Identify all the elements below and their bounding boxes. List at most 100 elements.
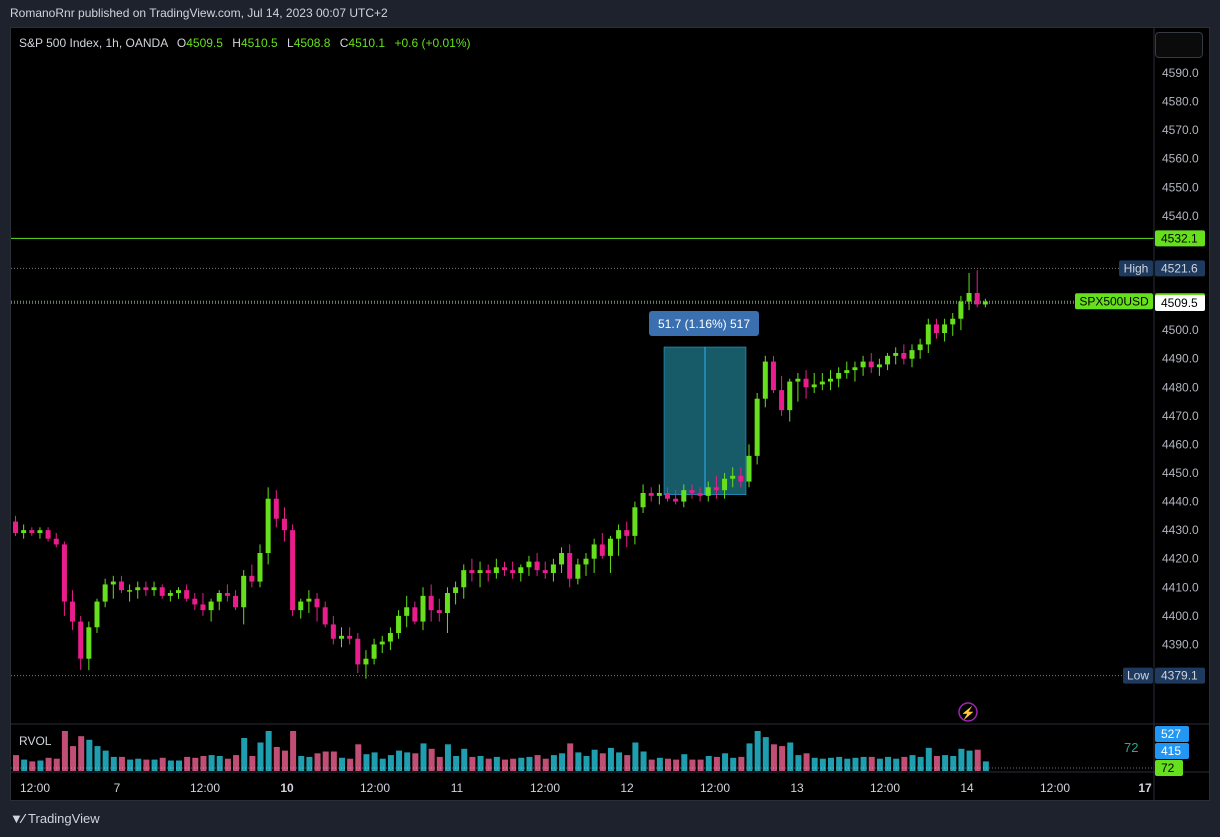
candle[interactable] [118,581,124,591]
candle[interactable] [762,361,768,399]
candle[interactable] [420,595,426,622]
candle[interactable] [159,587,165,596]
candle[interactable] [705,487,711,496]
candle[interactable] [868,361,874,368]
candle[interactable] [730,475,736,479]
candle[interactable] [803,378,809,388]
candle[interactable] [355,638,361,665]
candle[interactable] [534,561,540,571]
candle[interactable] [795,378,801,382]
candle[interactable] [713,487,719,491]
candle[interactable] [616,530,622,539]
candle[interactable] [453,587,459,593]
candle[interactable] [371,644,377,659]
candle[interactable] [322,607,328,625]
candle[interactable] [273,498,279,519]
candle[interactable] [648,493,654,496]
candle[interactable] [428,595,434,611]
candle[interactable] [632,507,638,536]
candle[interactable] [143,587,149,591]
candle[interactable] [127,590,133,592]
candle[interactable] [37,530,43,533]
candle[interactable] [306,598,312,602]
candle[interactable] [224,593,230,596]
lightning-icon[interactable] [958,702,978,722]
candle[interactable] [469,570,475,573]
candle[interactable] [61,544,67,602]
candle[interactable] [347,635,353,639]
candle[interactable] [78,621,84,659]
candle[interactable] [550,564,556,573]
legend-symbol[interactable]: S&P 500 Index, 1h, OANDA [19,36,168,50]
candle[interactable] [901,353,907,359]
candle[interactable] [860,361,866,368]
candle[interactable] [461,570,467,588]
candle[interactable] [29,530,35,533]
candle[interactable] [330,624,336,639]
candle[interactable] [45,530,51,539]
candle[interactable] [70,601,76,622]
candle[interactable] [257,553,263,582]
candle[interactable] [665,493,670,499]
candle[interactable] [290,530,296,611]
candle[interactable] [738,475,744,482]
chart-pane[interactable]: 51.7 (1.16%) 517 4590.0 4580.0 4570.0 4560.… [10,27,1210,801]
candle[interactable] [624,530,630,536]
candle[interactable] [722,478,728,491]
candle[interactable] [885,355,891,365]
candle[interactable] [746,455,752,482]
candle[interactable] [21,530,27,533]
candle[interactable] [958,301,964,319]
candle[interactable] [135,587,141,591]
candle[interactable] [200,604,206,611]
candle[interactable] [102,584,108,602]
candle[interactable] [697,493,703,496]
candle[interactable] [583,558,589,565]
candle[interactable] [216,593,222,602]
candle[interactable] [787,381,793,411]
candle[interactable] [942,324,948,333]
candle[interactable] [770,361,776,391]
candle[interactable] [387,633,393,642]
candle[interactable] [982,301,988,305]
candle[interactable] [184,590,190,599]
candle[interactable] [502,567,507,571]
candle[interactable] [607,538,613,556]
candle[interactable] [836,373,842,379]
candle[interactable] [640,493,646,508]
candle[interactable] [526,561,532,568]
candle[interactable] [575,564,581,579]
candle[interactable] [363,658,369,665]
candle[interactable] [485,570,491,573]
candle[interactable] [966,293,972,302]
candle[interactable] [396,615,402,633]
candle[interactable] [444,593,450,613]
candle[interactable] [436,610,442,613]
candle[interactable] [689,490,695,493]
candle[interactable] [542,570,548,573]
footer-brand[interactable]: TradingView [28,811,100,826]
candle[interactable] [909,350,915,359]
candle[interactable] [876,364,882,368]
candle[interactable] [192,598,198,605]
candle[interactable] [852,367,858,371]
candle[interactable] [176,590,181,593]
candle[interactable] [681,490,687,502]
candle[interactable] [933,324,939,333]
chart-settings-button[interactable] [1155,32,1203,58]
candle[interactable] [339,635,344,639]
candle[interactable] [974,293,980,305]
candle[interactable] [53,538,59,545]
candle[interactable] [379,641,385,645]
candle[interactable] [599,544,605,556]
candle[interactable] [559,553,565,565]
candle[interactable] [477,570,483,573]
candle[interactable] [950,318,956,325]
candle[interactable] [249,575,255,582]
candle[interactable] [917,344,923,351]
candle[interactable] [13,521,18,533]
candle[interactable] [404,607,410,616]
candle[interactable] [110,581,116,585]
candle[interactable] [673,498,679,502]
candle[interactable] [510,570,516,573]
